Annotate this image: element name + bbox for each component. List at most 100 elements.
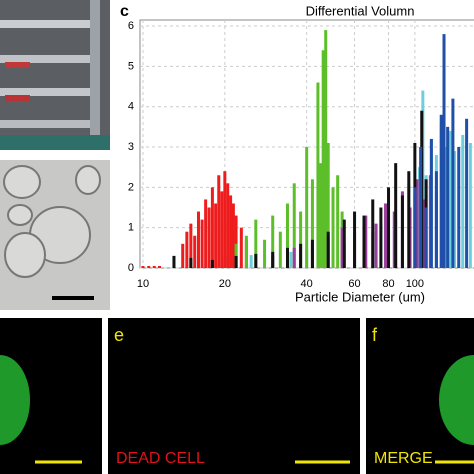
bar: [371, 199, 375, 268]
bar: [340, 227, 344, 268]
bar: [415, 179, 419, 268]
bar: [254, 219, 258, 268]
chart: c Differential Volumn Particle Diameter …: [120, 3, 474, 304]
bar: [364, 215, 368, 268]
bar: [446, 126, 450, 268]
bar: [278, 231, 282, 268]
bar: [407, 171, 411, 268]
bar: [234, 255, 238, 268]
bar: [439, 114, 443, 269]
bar: [442, 34, 446, 268]
panel-caption: MERGE: [374, 450, 433, 467]
bar: [226, 183, 230, 268]
bar: [310, 179, 314, 268]
bar: [254, 253, 258, 268]
bar: [422, 199, 426, 268]
bar: [271, 251, 275, 268]
bar: [263, 239, 267, 268]
bar: [172, 255, 176, 268]
bar: [210, 187, 214, 268]
bar: [244, 235, 248, 268]
bar: [362, 215, 366, 268]
y-tick-label: 6: [128, 20, 134, 32]
bar: [223, 171, 227, 268]
panel-label: f: [372, 325, 378, 345]
bar: [316, 82, 320, 269]
bar: [465, 118, 469, 268]
bar: [299, 243, 303, 268]
bar: [384, 203, 388, 268]
x-tick-label: 80: [382, 278, 394, 290]
y-tick-label: 4: [128, 101, 134, 113]
x-tick-label: 10: [137, 278, 149, 290]
bar: [419, 147, 423, 268]
bar: [413, 187, 417, 268]
y-tick-label: 3: [128, 141, 134, 153]
bar: [424, 207, 428, 268]
bar: [305, 147, 309, 268]
bar: [331, 187, 335, 268]
bar: [326, 142, 330, 268]
bar: [457, 147, 461, 268]
bar: [387, 187, 391, 268]
bar: [342, 219, 346, 268]
panel-caption: DEAD CELL: [116, 450, 205, 467]
bar: [207, 207, 211, 268]
panel-label: c: [120, 3, 129, 20]
bar: [189, 257, 193, 268]
bar: [239, 227, 243, 268]
bar: [292, 247, 296, 268]
bar: [321, 50, 325, 269]
bar: [214, 203, 218, 268]
x-tick-label: 100: [406, 278, 424, 290]
y-tick-label: 2: [128, 181, 134, 193]
bar: [394, 163, 398, 268]
bar: [374, 223, 378, 268]
bar: [326, 231, 330, 268]
x-tick-label: 60: [348, 278, 360, 290]
y-tick-label: 5: [128, 60, 134, 72]
bar: [379, 207, 383, 268]
bar: [429, 138, 433, 268]
bar: [353, 211, 357, 268]
y-tick-label: 0: [128, 262, 134, 274]
bar: [193, 235, 197, 268]
bar: [141, 265, 145, 268]
bar: [181, 243, 185, 268]
bar: [319, 163, 323, 268]
bar: [444, 147, 448, 268]
bar: [147, 265, 151, 268]
bar: [453, 151, 457, 268]
bar: [448, 130, 452, 268]
bar: [249, 255, 253, 268]
fluorescence-panels: e DEAD CELL f MERGE: [0, 318, 474, 474]
bar: [434, 171, 438, 268]
bar: [234, 215, 238, 268]
bar: [229, 195, 233, 268]
bar: [299, 211, 303, 268]
bar: [200, 219, 204, 268]
bar: [310, 239, 314, 268]
bar: [231, 203, 235, 268]
chart-title: Differential Volumn: [306, 3, 415, 18]
x-tick-label: 20: [219, 278, 231, 290]
bar: [189, 223, 193, 268]
bar: [289, 251, 293, 268]
bar: [400, 195, 404, 268]
bar: [220, 191, 224, 268]
bar: [271, 215, 275, 268]
bar: [217, 175, 221, 268]
bar: [157, 265, 161, 268]
bar: [451, 98, 455, 268]
bar: [196, 211, 200, 268]
bar: [468, 142, 472, 268]
bar: [285, 247, 289, 268]
bar: [336, 175, 340, 268]
bar: [210, 259, 214, 268]
panel-label: e: [114, 325, 124, 345]
bar: [292, 183, 296, 268]
bar: [285, 203, 289, 268]
y-tick-label: 1: [128, 222, 134, 234]
photo-incubator: [0, 0, 110, 150]
